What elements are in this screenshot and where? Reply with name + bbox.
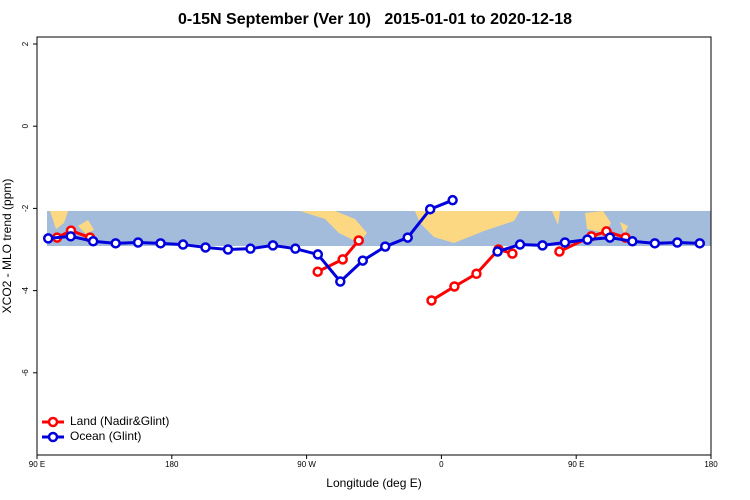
plot-frame [36, 36, 712, 456]
data-point [357, 255, 369, 266]
y-tick-label: 0 [21, 123, 30, 128]
data-point [379, 241, 391, 252]
data-point [353, 235, 364, 246]
y-tick-label: -6 [21, 369, 30, 377]
data-point [492, 246, 503, 257]
data-point [471, 268, 482, 279]
data-point [312, 249, 324, 260]
data-point [447, 194, 458, 206]
x-tick-label: 90 E [29, 460, 45, 469]
data-point [554, 246, 565, 257]
legend-marker [47, 431, 59, 443]
data-point [582, 234, 593, 245]
data-point [672, 237, 683, 248]
y-tick-label: -2 [21, 204, 30, 212]
data-point [649, 238, 661, 249]
y-tick-label: -4 [21, 286, 30, 294]
data-point [42, 233, 54, 244]
x-tick-label: 90 W [297, 460, 316, 469]
data-point [155, 238, 166, 249]
data-point [312, 266, 323, 277]
data-point [267, 240, 279, 251]
legend-label: Ocean (Glint) [70, 429, 141, 443]
data-point [335, 276, 346, 287]
data-point [290, 243, 301, 254]
x-tick-label: 0 [439, 460, 444, 469]
data-point [604, 232, 616, 243]
data-point [559, 237, 571, 248]
legend-label: Land (Nadir&Glint) [70, 414, 169, 428]
data-point [449, 281, 460, 292]
data-point [426, 295, 437, 306]
legend-marker [47, 416, 59, 428]
x-axis-label: Longitude (deg E) [326, 476, 421, 490]
data-point [222, 244, 234, 255]
y-axis-label: XCO2 - MLO trend (ppm) [0, 179, 14, 314]
y-tick-label: 2 [21, 41, 30, 46]
data-point [132, 237, 144, 248]
data-point [337, 254, 348, 265]
data-point [65, 231, 76, 242]
data-point [514, 239, 526, 250]
data-point [245, 243, 256, 254]
data-point [87, 236, 99, 247]
chart-title: 0-15N September (Ver 10) 2015-01-01 to 2… [178, 11, 572, 28]
x-tick-label: 180 [704, 460, 718, 469]
data-point [507, 248, 518, 259]
data-point [110, 238, 121, 249]
x-tick-label: 90 E [568, 460, 584, 469]
x-tick-label: 180 [165, 460, 179, 469]
data-point [402, 232, 413, 243]
data-point [177, 239, 189, 250]
data-point [627, 236, 638, 247]
data-point [200, 242, 211, 253]
data-point [694, 238, 706, 249]
data-point [424, 203, 436, 215]
data-point [537, 240, 548, 251]
